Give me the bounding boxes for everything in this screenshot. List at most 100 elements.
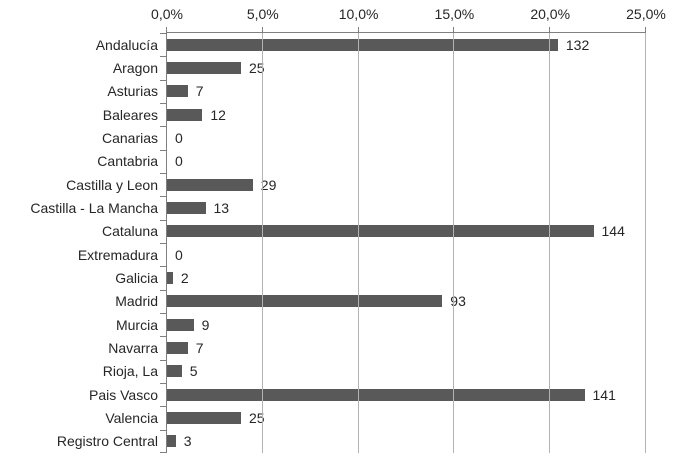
- category-axis-tick: [160, 103, 167, 104]
- bar-row: Murcia 9: [116, 313, 646, 336]
- value-label: 25: [249, 59, 265, 76]
- bar-row: Cantabria 0: [97, 150, 646, 173]
- axis-tick: [261, 27, 263, 33]
- bar: [167, 271, 173, 284]
- gridline: [357, 33, 359, 453]
- bar: [167, 178, 253, 191]
- value-label: 0: [175, 246, 183, 263]
- bar-row: Asturias 7: [107, 80, 646, 103]
- value-label: 13: [213, 199, 230, 216]
- category-label: Navarra: [108, 339, 158, 356]
- bar-row: Castilla - La Mancha 13: [30, 196, 646, 219]
- category-axis-tick: [160, 360, 167, 361]
- bar: [167, 85, 188, 98]
- bar: [167, 201, 206, 214]
- category-axis-tick: [160, 33, 167, 34]
- axis-tick-label: 25,0%: [626, 6, 666, 22]
- category-label: Castilla - La Mancha: [30, 199, 158, 216]
- category-axis-tick: [160, 406, 167, 407]
- bar: [167, 61, 241, 74]
- category-axis-tick: [160, 173, 167, 174]
- value-label: 132: [565, 36, 590, 53]
- category-axis-tick: [160, 430, 167, 431]
- bar: [167, 365, 182, 378]
- bar-row: Galicia 2: [115, 266, 646, 289]
- category-label: Aragon: [112, 59, 158, 76]
- value-label: 144: [601, 223, 625, 240]
- category-label: Extremadura: [77, 246, 158, 263]
- category-label: Cantabria: [97, 153, 158, 170]
- bar-row: Aragon 25: [113, 56, 646, 79]
- bar-row: Cataluna 144: [102, 220, 646, 243]
- category-label: Valencia: [105, 409, 158, 426]
- bar-row: Andalucía 132: [96, 33, 646, 56]
- value-label: 12: [210, 106, 226, 123]
- bar: [167, 318, 194, 331]
- bar: [167, 108, 203, 121]
- category-label: Rioja, La: [102, 363, 158, 380]
- category-label: Madrid: [115, 293, 158, 310]
- category-axis-tick: [160, 80, 167, 81]
- bar: [167, 225, 594, 238]
- value-label: 141: [592, 386, 616, 403]
- category-axis-tick: [160, 452, 167, 453]
- category-axis-tick: [160, 126, 167, 127]
- value-label: 0: [175, 153, 183, 170]
- category-axis-tick: [160, 243, 167, 244]
- value-label: 7: [195, 339, 204, 356]
- gridline: [261, 33, 263, 453]
- bar: [167, 388, 585, 401]
- axis-tick-label: 15,0%: [434, 6, 475, 22]
- bar-row: Navarra 7: [108, 336, 646, 359]
- bar-row: Valencia 25: [105, 406, 646, 429]
- bar: [167, 38, 558, 51]
- bar-row: Baleares 12: [103, 103, 646, 126]
- axis-tick-label: 20,0%: [530, 6, 571, 22]
- value-label: 5: [189, 363, 198, 380]
- bar: [167, 295, 443, 308]
- category-axis-tick: [160, 290, 167, 291]
- category-label: Canarias: [101, 129, 158, 146]
- category-label: Andalucía: [95, 36, 158, 53]
- category-axis-tick: [160, 383, 167, 384]
- bar-row: Rioja, La 5: [103, 360, 646, 383]
- gridline: [549, 33, 551, 453]
- category-axis-tick: [160, 313, 167, 314]
- axis-tick: [357, 27, 359, 33]
- value-label: 0: [175, 129, 183, 146]
- plot-area: Andalucía 132 Aragon 25 Asturias 7 Baleares 12 C…: [30, 6, 666, 453]
- axis-tick-label: 10,0%: [338, 6, 379, 22]
- axis-tick: [549, 27, 551, 33]
- category-axis-tick: [160, 150, 167, 151]
- gridline: [645, 33, 646, 453]
- bar-rows: Andalucía 132 Aragon 25 Asturias 7 Baleares 12 C…: [30, 33, 646, 453]
- axis-tick: [166, 27, 167, 33]
- category-label: Registro Central: [56, 433, 158, 450]
- axis-tick: [453, 27, 455, 33]
- category-axis-tick: [160, 266, 167, 267]
- axis-tick-label: 5,0%: [246, 6, 279, 22]
- bar-row: Madrid 93: [115, 290, 646, 313]
- value-label: 3: [183, 433, 192, 450]
- value-label: 9: [201, 316, 210, 333]
- value-label: 25: [249, 409, 265, 426]
- category-label: Cataluna: [101, 223, 158, 240]
- gridline: [453, 33, 455, 453]
- bar: [167, 341, 188, 354]
- bar: [167, 435, 176, 448]
- category-label: Asturias: [107, 83, 158, 100]
- bar-row: Canarias 0: [102, 126, 646, 149]
- bar-row: Extremadura 0: [78, 243, 646, 266]
- category-axis-tick: [160, 336, 167, 337]
- category-label: Baleares: [102, 106, 158, 123]
- category-label: Castilla y Leon: [66, 176, 158, 193]
- value-label: 2: [180, 269, 189, 286]
- axis-tick: [645, 27, 646, 33]
- bar-row: Registro Central 3: [57, 430, 646, 453]
- category-label: Galicia: [115, 269, 158, 286]
- value-label: 7: [195, 83, 204, 100]
- bar-row: Castilla y Leon 29: [66, 173, 646, 196]
- bar: [167, 411, 241, 424]
- category-axis-tick: [160, 220, 167, 221]
